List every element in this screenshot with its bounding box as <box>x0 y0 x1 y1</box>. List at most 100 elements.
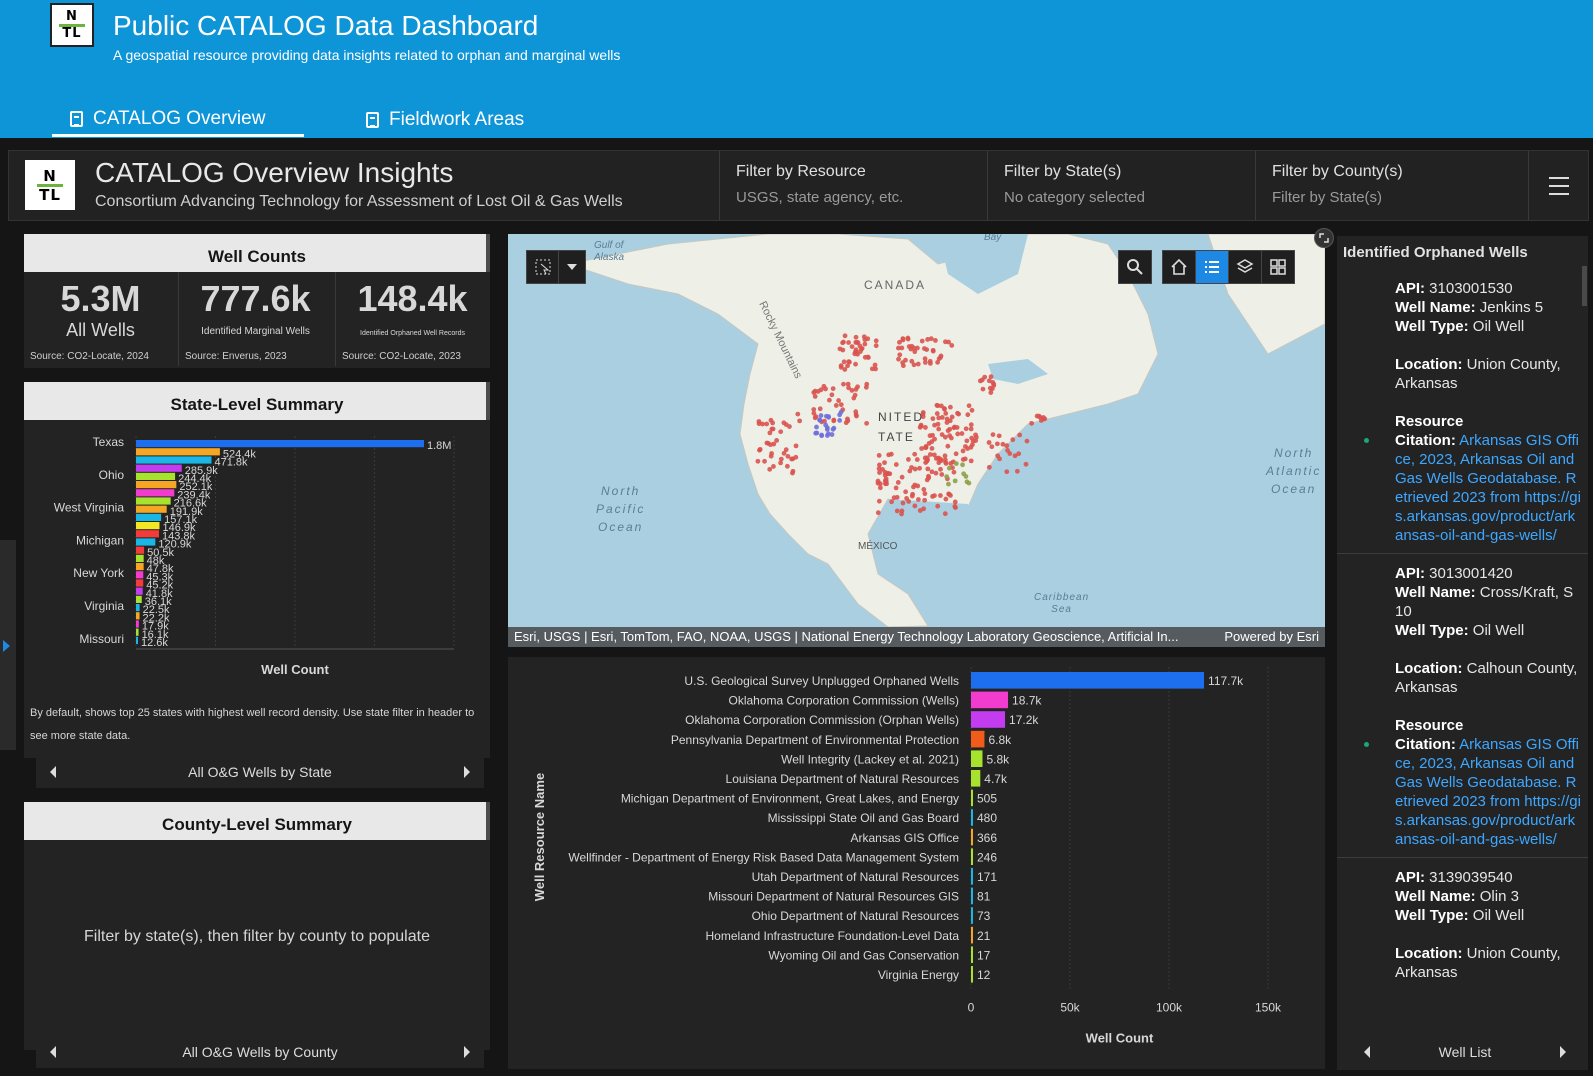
well-point[interactable] <box>771 464 776 469</box>
bar[interactable] <box>971 926 973 944</box>
bar[interactable] <box>971 907 973 924</box>
well-point[interactable] <box>932 436 937 442</box>
well-point[interactable] <box>764 440 770 446</box>
well-point[interactable] <box>964 479 970 485</box>
well-point[interactable] <box>876 498 882 504</box>
bar[interactable] <box>136 513 162 521</box>
well-point[interactable] <box>845 416 850 422</box>
well-point[interactable] <box>793 443 799 449</box>
well-point[interactable] <box>905 335 911 341</box>
well-point[interactable] <box>979 377 985 383</box>
well-point[interactable] <box>899 345 905 351</box>
well-point[interactable] <box>925 466 931 472</box>
well-point[interactable] <box>764 421 770 427</box>
bar[interactable] <box>971 750 983 767</box>
next-arrow-icon[interactable] <box>464 766 470 778</box>
well-point[interactable] <box>819 433 825 439</box>
bar[interactable] <box>971 711 1006 728</box>
well-point[interactable] <box>960 448 966 454</box>
sidebar-expand-button[interactable] <box>0 540 16 750</box>
well-point[interactable] <box>1014 468 1020 474</box>
well-point[interactable] <box>927 452 933 457</box>
well-point[interactable] <box>783 447 789 453</box>
well-point[interactable] <box>757 447 762 453</box>
well-point[interactable] <box>880 467 885 472</box>
well-point[interactable] <box>990 379 996 385</box>
well-point[interactable] <box>939 432 945 437</box>
list-scrollbar[interactable] <box>1582 266 1587 306</box>
scrollbar[interactable] <box>486 382 490 420</box>
well-point[interactable] <box>943 461 949 466</box>
well-point[interactable] <box>946 491 952 497</box>
bar[interactable] <box>136 472 176 480</box>
well-point[interactable] <box>853 409 859 415</box>
well-point[interactable] <box>864 420 870 426</box>
citation-link[interactable]: Arkansas GIS Office, 2023, Arkansas Oil … <box>1395 432 1581 544</box>
well-point[interactable] <box>873 338 879 344</box>
well-point[interactable] <box>859 346 865 351</box>
well-point[interactable] <box>896 356 901 362</box>
bar[interactable] <box>136 579 144 587</box>
well-point[interactable] <box>826 414 831 419</box>
well-point[interactable] <box>990 432 996 438</box>
scrollbar[interactable] <box>486 234 490 272</box>
well-point[interactable] <box>854 340 860 345</box>
well-point[interactable] <box>952 478 958 484</box>
well-point[interactable] <box>989 444 995 450</box>
well-point[interactable] <box>965 446 970 451</box>
well-point[interactable] <box>926 475 932 481</box>
well-point[interactable] <box>960 462 965 468</box>
well-point[interactable] <box>920 410 926 415</box>
well-point[interactable] <box>825 431 831 437</box>
well-point[interactable] <box>846 340 851 345</box>
well-point[interactable] <box>936 456 942 462</box>
well-point[interactable] <box>989 386 995 392</box>
well-point[interactable] <box>793 454 799 460</box>
home-button[interactable] <box>1162 250 1196 284</box>
well-point[interactable] <box>929 469 935 475</box>
bar[interactable] <box>971 887 973 905</box>
well-point[interactable] <box>969 407 975 413</box>
bar[interactable] <box>971 868 973 885</box>
well-point[interactable] <box>920 414 926 420</box>
well-point[interactable] <box>893 485 899 491</box>
well-point[interactable] <box>829 432 835 437</box>
well-point[interactable] <box>893 462 899 467</box>
bar[interactable] <box>136 563 144 571</box>
bar[interactable] <box>136 604 140 612</box>
well-point[interactable] <box>869 366 875 372</box>
well-point[interactable] <box>965 412 971 418</box>
well-point[interactable] <box>1016 451 1022 457</box>
well-point[interactable] <box>966 403 972 409</box>
well-point[interactable] <box>811 407 817 412</box>
bar[interactable] <box>136 481 177 489</box>
list-item[interactable]: API: 3013001420 Well Name: Cross/Kraft, … <box>1337 554 1588 858</box>
next-arrow-icon[interactable] <box>1560 1046 1566 1058</box>
well-point[interactable] <box>968 422 974 428</box>
well-point[interactable] <box>767 466 773 472</box>
well-point[interactable] <box>968 426 974 432</box>
well-point[interactable] <box>968 458 974 464</box>
bar[interactable] <box>971 691 1009 709</box>
well-point[interactable] <box>946 465 952 471</box>
well-point[interactable] <box>762 458 767 464</box>
well-point[interactable] <box>1004 469 1010 475</box>
well-point[interactable] <box>923 425 928 430</box>
bar[interactable] <box>136 538 156 546</box>
well-point[interactable] <box>924 458 930 464</box>
well-point[interactable] <box>815 389 821 394</box>
well-point[interactable] <box>900 500 906 506</box>
bar[interactable] <box>971 946 973 963</box>
well-point[interactable] <box>921 346 927 351</box>
well-point[interactable] <box>895 480 901 485</box>
well-point[interactable] <box>916 497 921 502</box>
well-point[interactable] <box>953 505 958 511</box>
well-point[interactable] <box>953 451 959 457</box>
well-point[interactable] <box>921 487 927 492</box>
well-point[interactable] <box>952 424 958 430</box>
well-point[interactable] <box>947 433 953 439</box>
legend-list-button[interactable] <box>1195 250 1229 284</box>
well-point[interactable] <box>795 411 801 417</box>
well-point[interactable] <box>945 428 951 434</box>
well-point[interactable] <box>918 422 924 428</box>
